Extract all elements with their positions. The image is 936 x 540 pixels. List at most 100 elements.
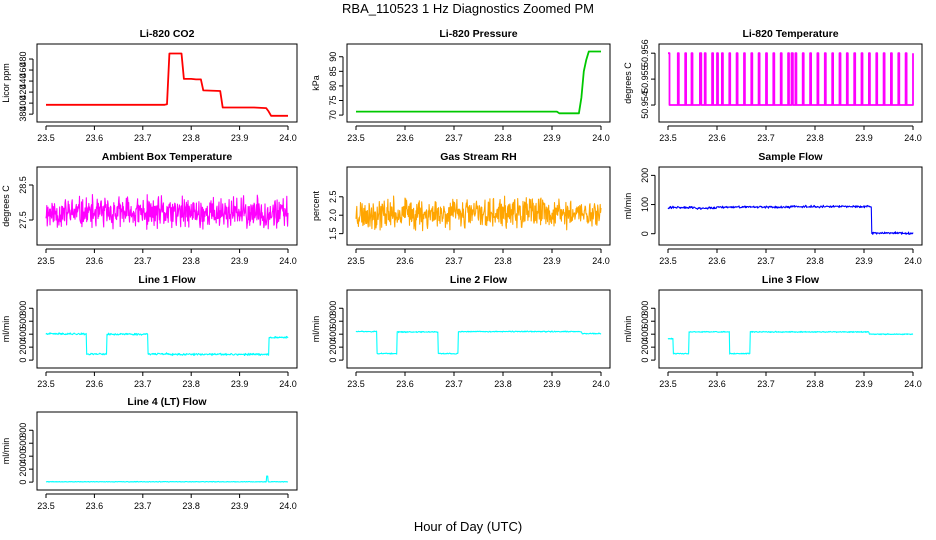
- y-tick-label: 1.5: [328, 227, 338, 240]
- x-tick-label: 23.9: [231, 501, 249, 511]
- x-tick-label: 24.0: [904, 379, 922, 389]
- panel-title: Line 3 Flow: [762, 274, 820, 286]
- y-axis-label: ml/min: [623, 316, 633, 343]
- y-axis-label: ml/min: [311, 316, 321, 343]
- plot-frame: [36, 166, 298, 246]
- panel-title: Li-820 Temperature: [742, 28, 838, 40]
- x-tick-label: 23.6: [86, 133, 104, 143]
- x-tick-label: 23.6: [86, 379, 104, 389]
- x-tick-label: 23.7: [445, 379, 463, 389]
- y-tick-label: 85: [328, 66, 338, 76]
- x-tick-label: 23.6: [396, 133, 414, 143]
- series-line: [355, 330, 602, 355]
- y-tick-label: 800: [640, 301, 650, 316]
- x-tick-label: 23.7: [757, 256, 775, 266]
- y-tick-label: 200: [18, 340, 28, 355]
- y-tick-label: 800: [18, 301, 28, 316]
- y-tick-label: 420: [18, 85, 28, 100]
- x-tick-label: 24.0: [904, 133, 922, 143]
- y-tick-label: 2.5: [328, 191, 338, 204]
- panel-title: Sample Flow: [758, 151, 823, 163]
- plot-frame: [658, 43, 923, 123]
- y-axis-label: kPa: [311, 75, 321, 91]
- x-tick-label: 23.7: [134, 133, 152, 143]
- x-tick-label: 23.7: [134, 501, 152, 511]
- x-tick-label: 23.7: [134, 256, 152, 266]
- x-tick-label: 23.9: [543, 256, 561, 266]
- plot-frame: [346, 43, 611, 123]
- series-line: [667, 330, 914, 355]
- x-tick-label: 24.0: [279, 133, 297, 143]
- y-tick-label: 70: [328, 110, 338, 120]
- y-tick-label: 80: [328, 81, 338, 91]
- panel-title: Gas Stream RH: [440, 151, 516, 163]
- plot-frame: [658, 166, 923, 246]
- x-tick-label: 24.0: [592, 379, 610, 389]
- panel-title: Line 1 Flow: [138, 274, 196, 286]
- y-tick-label: 600: [640, 314, 650, 329]
- y-tick-label: 800: [328, 301, 338, 316]
- y-tick-label: 600: [328, 314, 338, 329]
- x-tick-label: 23.6: [396, 256, 414, 266]
- x-tick-label: 23.8: [494, 379, 512, 389]
- x-tick-label: 24.0: [592, 256, 610, 266]
- series-line: [356, 50, 601, 115]
- x-tick-label: 23.8: [806, 256, 824, 266]
- x-tick-label: 23.8: [494, 133, 512, 143]
- y-axis-label: degrees C: [623, 62, 633, 104]
- x-tick-label: 23.9: [543, 133, 561, 143]
- plot-frame: [36, 43, 298, 123]
- y-tick-label: 100: [640, 197, 650, 212]
- y-tick-label: 400: [18, 327, 28, 342]
- x-tick-label: 23.7: [445, 133, 463, 143]
- chart-panel-6: Sample Flow 23.5 23.6 23.7 23.8 23.9 24.0 0 100 2…: [623, 151, 923, 266]
- chart-panel-1: Li-820 CO2 23.5 23.6 23.7 23.8 23.9 24.0 380400…: [1, 28, 298, 143]
- series-line: [46, 52, 288, 117]
- y-tick-label: 460: [18, 63, 28, 78]
- y-tick-label: 28.5: [18, 176, 28, 194]
- x-tick-label: 23.8: [182, 256, 200, 266]
- x-tick-label: 23.7: [445, 256, 463, 266]
- plot-frame: [346, 166, 611, 246]
- x-tick-label: 23.9: [231, 133, 249, 143]
- series-line: [667, 204, 914, 235]
- plot-frame: [36, 411, 298, 491]
- y-tick-label: 0: [640, 358, 650, 363]
- panel-title: Li-820 CO2: [140, 28, 195, 40]
- chart-panel-5: Gas Stream RH 23.5 23.6 23.7 23.8 23.9 24.0 1.5…: [311, 151, 611, 266]
- x-tick-label: 23.6: [708, 379, 726, 389]
- y-tick-label: 440: [18, 74, 28, 89]
- panel-title: Line 2 Flow: [450, 274, 508, 286]
- x-tick-label: 23.9: [855, 133, 873, 143]
- y-tick-label: 27.5: [18, 211, 28, 229]
- chart-panel-10: Line 4 (LT) Flow 23.5 23.6 23.7 23.8 23.9 24.0…: [1, 396, 298, 511]
- chart-panel-4: Ambient Box Temperature 23.5 23.6 23.7 23.8 2…: [1, 151, 298, 266]
- x-tick-label: 23.9: [231, 379, 249, 389]
- y-tick-label: 480: [18, 52, 28, 67]
- x-tick-label: 23.5: [347, 379, 365, 389]
- x-tick-label: 23.5: [37, 379, 55, 389]
- chart-panel-8: Line 2 Flow 23.5 23.6 23.7 23.8 23.9 24.0 0 2004…: [311, 274, 611, 389]
- y-tick-label: 0: [18, 358, 28, 363]
- y-tick-label: 0: [640, 231, 650, 236]
- y-axis-label: percent: [311, 190, 321, 221]
- figure-title: RBA_110523 1 Hz Diagnostics Zoomed PM: [342, 1, 594, 16]
- panel-title: Li-820 Pressure: [439, 28, 517, 40]
- x-tick-label: 23.5: [659, 379, 677, 389]
- y-tick-label: 200: [18, 462, 28, 477]
- x-tick-label: 23.5: [659, 256, 677, 266]
- y-tick-label: 800: [18, 423, 28, 438]
- series-line: [668, 52, 914, 106]
- y-tick-label: 200: [328, 340, 338, 355]
- x-tick-label: 23.9: [855, 379, 873, 389]
- x-tick-label: 23.8: [182, 133, 200, 143]
- x-tick-label: 24.0: [279, 379, 297, 389]
- y-tick-label: 600: [18, 436, 28, 451]
- x-tick-label: 23.8: [806, 133, 824, 143]
- x-tick-label: 23.5: [659, 133, 677, 143]
- chart-panel-2: Li-820 Pressure 23.5 23.6 23.7 23.8 23.9 24.0 7…: [311, 28, 611, 143]
- x-tick-label: 23.9: [231, 256, 249, 266]
- x-tick-label: 23.5: [347, 256, 365, 266]
- y-axis-label: Licor ppm: [1, 63, 11, 103]
